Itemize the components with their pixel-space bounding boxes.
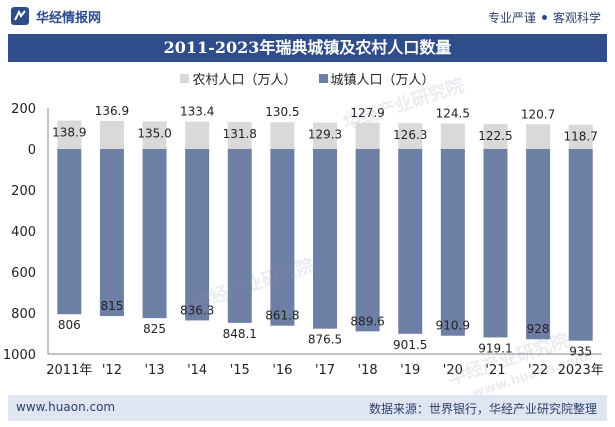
legend-swatch-urban bbox=[318, 73, 328, 83]
x-tick-label: 2023年 bbox=[558, 363, 604, 378]
bar-urban bbox=[270, 149, 295, 326]
bar-urban bbox=[142, 149, 167, 319]
bar-urban bbox=[398, 149, 423, 334]
x-tick-label: '19 bbox=[400, 363, 420, 378]
bar-rural bbox=[99, 120, 124, 149]
y-tick-label: 200 bbox=[11, 184, 36, 199]
data-label-urban: 910.9 bbox=[436, 319, 470, 333]
legend-label-rural: 农村人口（万人） bbox=[192, 72, 297, 88]
bar-rural bbox=[57, 120, 82, 149]
data-label-rural: 135.0 bbox=[137, 126, 171, 140]
data-label-urban: 889.6 bbox=[350, 314, 384, 328]
legend-swatch-rural bbox=[180, 73, 190, 83]
bar-urban bbox=[526, 149, 551, 340]
x-tick-label: '13 bbox=[144, 363, 164, 378]
tagline: 专业严谨 客观科学 bbox=[488, 9, 601, 26]
x-tick-label: '17 bbox=[315, 363, 335, 378]
x-tick-label: '12 bbox=[102, 363, 122, 378]
y-tick-label: 600 bbox=[11, 266, 36, 281]
title-band: 2011-2023年瑞典城镇及农村人口数量 bbox=[8, 34, 607, 62]
data-label-urban: 806 bbox=[58, 318, 81, 332]
data-label-urban: 935 bbox=[569, 345, 592, 359]
data-label-rural: 136.9 bbox=[95, 104, 129, 118]
y-tick-label: 800 bbox=[11, 307, 36, 322]
bar-urban bbox=[99, 149, 124, 317]
data-label-rural: 127.9 bbox=[350, 106, 384, 120]
x-tick-label: '16 bbox=[272, 363, 292, 378]
data-label-urban: 836.3 bbox=[180, 303, 214, 317]
bar-urban bbox=[355, 149, 380, 332]
x-tick-label: '22 bbox=[528, 363, 548, 378]
footer-website[interactable]: www.huaon.com bbox=[16, 400, 116, 414]
data-label-rural: 120.7 bbox=[521, 107, 555, 121]
data-label-urban: 876.5 bbox=[308, 333, 342, 347]
data-label-rural: 131.8 bbox=[223, 127, 257, 141]
bar-urban bbox=[440, 149, 465, 336]
legend-item-rural: 农村人口（万人） bbox=[180, 69, 297, 88]
bar-urban bbox=[57, 149, 82, 315]
data-label-rural: 138.9 bbox=[52, 126, 86, 140]
y-tick-label: 400 bbox=[11, 225, 36, 240]
data-label-rural: 122.5 bbox=[478, 129, 512, 143]
data-label-urban: 928 bbox=[527, 322, 550, 336]
bar-chart: 200 0 200 400 600 800 1000 138.9 806 2011年 136.9 81… bbox=[3, 102, 604, 378]
data-label-rural: 118.7 bbox=[564, 130, 598, 144]
bar-rural bbox=[483, 123, 508, 149]
data-label-urban: 848.1 bbox=[223, 327, 257, 341]
logo-text: 华经情报网 bbox=[36, 10, 102, 26]
x-tick-label: '18 bbox=[358, 363, 378, 378]
bar-rural bbox=[568, 124, 593, 149]
bar-rural bbox=[142, 121, 167, 149]
x-tick-label: '21 bbox=[485, 363, 505, 378]
data-label-urban: 815 bbox=[100, 299, 123, 313]
x-tick-label: 2011年 bbox=[46, 363, 92, 378]
bar-rural bbox=[227, 121, 252, 149]
data-label-urban: 901.5 bbox=[393, 338, 427, 352]
bar-urban bbox=[568, 149, 593, 341]
x-tick-label: '20 bbox=[443, 363, 463, 378]
bar-rural bbox=[313, 122, 337, 149]
legend-label-urban: 城镇人口（万人） bbox=[330, 72, 435, 88]
legend-item-urban: 城镇人口（万人） bbox=[318, 69, 435, 88]
dot-icon bbox=[541, 15, 547, 20]
tagline-right: 客观科学 bbox=[552, 11, 601, 25]
chart-title: 2011-2023年瑞典城镇及农村人口数量 bbox=[163, 38, 452, 57]
bar-rural bbox=[526, 124, 551, 149]
legend: 农村人口（万人） 城镇人口（万人） bbox=[0, 68, 615, 88]
bar-urban bbox=[185, 149, 210, 321]
data-label-rural: 133.4 bbox=[180, 105, 214, 119]
data-label-urban: 861.8 bbox=[265, 309, 299, 323]
x-tick-label: '15 bbox=[230, 363, 250, 378]
bar-urban bbox=[313, 149, 337, 329]
bar-rural bbox=[398, 123, 423, 149]
logo[interactable]: 华经情报网 bbox=[10, 6, 101, 26]
footer: www.huaon.com 数据来源：世界银行，华经产业研究院整理 bbox=[8, 395, 607, 421]
y-tick-label: 0 bbox=[28, 143, 36, 158]
data-label-rural: 126.3 bbox=[393, 128, 427, 142]
data-label-urban: 919.1 bbox=[478, 341, 512, 355]
bar-rural bbox=[185, 121, 210, 149]
data-label-rural: 129.3 bbox=[308, 127, 342, 141]
data-label-rural: 124.5 bbox=[436, 106, 470, 120]
bar-rural bbox=[270, 122, 295, 149]
bar-urban bbox=[483, 149, 508, 338]
y-tick-label: 200 bbox=[11, 102, 36, 117]
bar-urban bbox=[227, 149, 252, 323]
x-tick-label: '14 bbox=[187, 363, 207, 378]
y-tick-label: 1000 bbox=[3, 348, 36, 363]
data-label-rural: 130.5 bbox=[265, 105, 299, 119]
bar-rural bbox=[355, 122, 380, 149]
data-label-urban: 825 bbox=[143, 322, 166, 336]
top-bar: 华经情报网 专业严谨 客观科学 bbox=[0, 0, 615, 32]
bar-rural bbox=[440, 123, 465, 149]
logo-icon bbox=[11, 7, 29, 25]
footer-source: 数据来源：世界银行，华经产业研究院整理 bbox=[368, 402, 597, 416]
tagline-left: 专业严谨 bbox=[487, 11, 536, 25]
